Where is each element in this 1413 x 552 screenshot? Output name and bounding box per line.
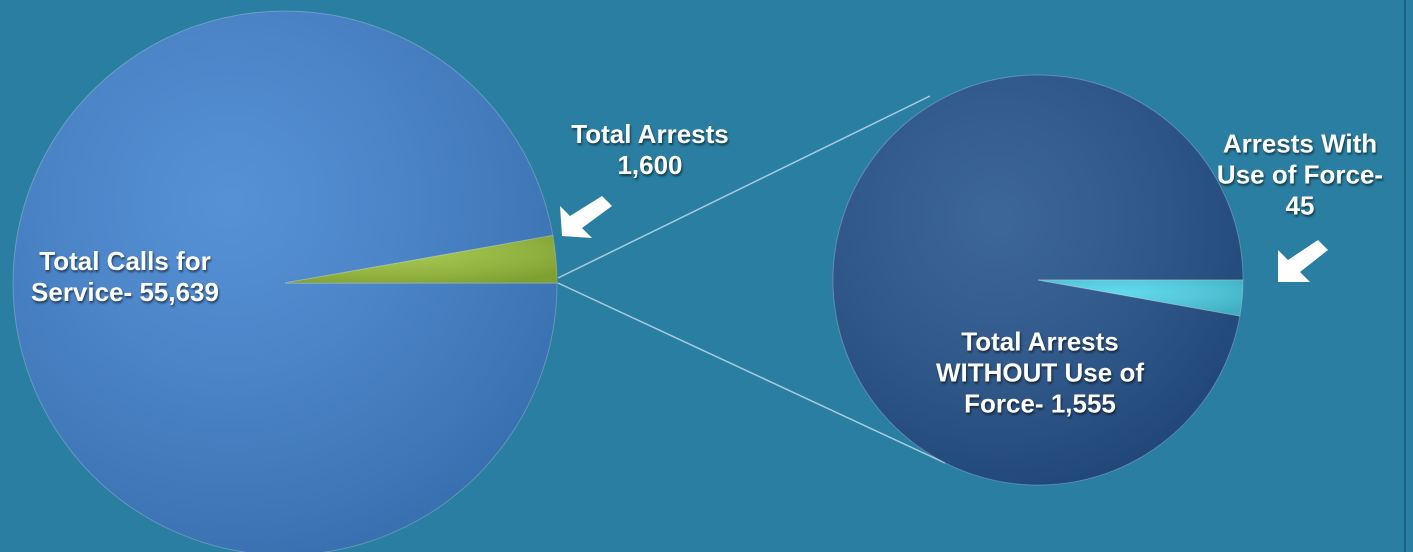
arrow	[560, 196, 612, 238]
category-label: Total Arrests	[571, 119, 729, 149]
value-label: 55,639	[139, 277, 219, 307]
value-label: 45	[1285, 190, 1315, 221]
arrow	[1278, 240, 1328, 282]
slice-label: Total Calls for Service- 55,639	[30, 246, 220, 308]
slice-label: Total Arrests 1,600	[548, 119, 753, 181]
slice-label: Total Arrests WITHOUT Use of Force- 1,55…	[928, 327, 1153, 420]
value-label: 1,555	[1050, 388, 1116, 419]
category-label: Arrests With Use of Force-	[1216, 128, 1384, 190]
category-label: Total Arrests WITHOUT Use of Force-	[936, 326, 1144, 419]
slice-label: Arrests With Use of Force- 45	[1200, 129, 1400, 222]
category-label: Total Calls for Service-	[31, 246, 211, 307]
value-label: 1,600	[617, 150, 683, 180]
edge-line	[1404, 0, 1406, 552]
